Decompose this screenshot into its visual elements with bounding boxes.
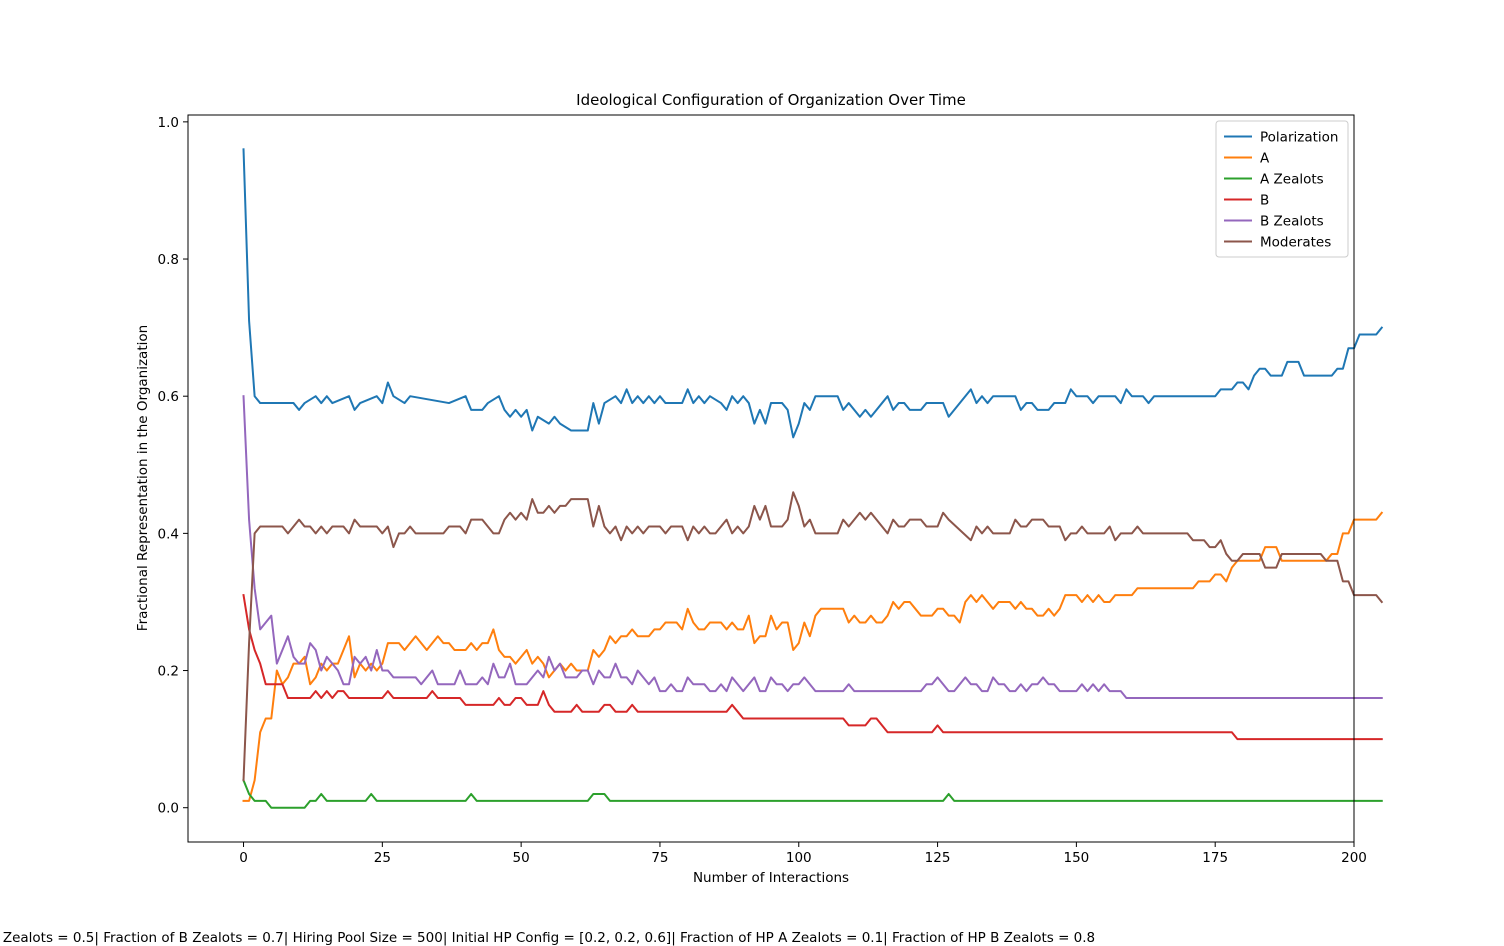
series-line-polarization: [242, 148, 1384, 439]
series-line-b-zealots: [242, 395, 1383, 699]
x-tick-label: 50: [513, 850, 530, 866]
x-tick-label: 100: [786, 850, 812, 866]
y-axis-ticks: 0.0 0.2 0.4 0.6 0.8 1.0: [158, 115, 188, 817]
x-tick-label: 200: [1341, 850, 1367, 866]
series-line-moderates: [242, 491, 1384, 782]
y-tick-label: 0.4: [158, 526, 179, 542]
y-tick-label: 0.8: [158, 252, 179, 268]
y-tick-label: 0.6: [158, 389, 179, 405]
series-line-a-zealots: [242, 778, 1383, 809]
x-tick-label: 175: [1202, 850, 1228, 866]
x-axis-ticks: 0 25 50 75 100 125 150 175 200: [239, 842, 1367, 866]
x-tick-label: 25: [374, 850, 391, 866]
footer-parameters-text: of A Zealots = 0.5| Fraction of B Zealot…: [0, 930, 1096, 946]
y-tick-label: 1.0: [158, 115, 179, 131]
legend-label: B: [1260, 193, 1269, 209]
chart-title: Ideological Configuration of Organizatio…: [576, 91, 966, 109]
plot-frame: [187, 114, 1355, 843]
legend-label: A: [1260, 151, 1270, 167]
y-tick-label: 0.2: [158, 664, 179, 680]
legend-label: Polarization: [1260, 130, 1338, 146]
series-line-b: [242, 593, 1383, 741]
legend: Polarization A A Zealots B B Zealots Moderate…: [1215, 120, 1349, 258]
x-tick-label: 125: [925, 850, 951, 866]
legend-box: [1215, 120, 1349, 258]
series-line-a: [242, 511, 1384, 802]
y-axis-label: Fractional Representation in the Organiz…: [135, 325, 151, 631]
series-lines: [242, 148, 1384, 809]
x-tick-label: 0: [239, 850, 248, 866]
y-tick-label: 0.0: [158, 801, 179, 817]
x-tick-label: 75: [651, 850, 668, 866]
legend-label: A Zealots: [1260, 172, 1324, 188]
x-tick-label: 150: [1063, 850, 1089, 866]
legend-label: Moderates: [1260, 235, 1331, 251]
x-axis-label: Number of Interactions: [693, 870, 849, 886]
legend-label: B Zealots: [1260, 214, 1324, 230]
